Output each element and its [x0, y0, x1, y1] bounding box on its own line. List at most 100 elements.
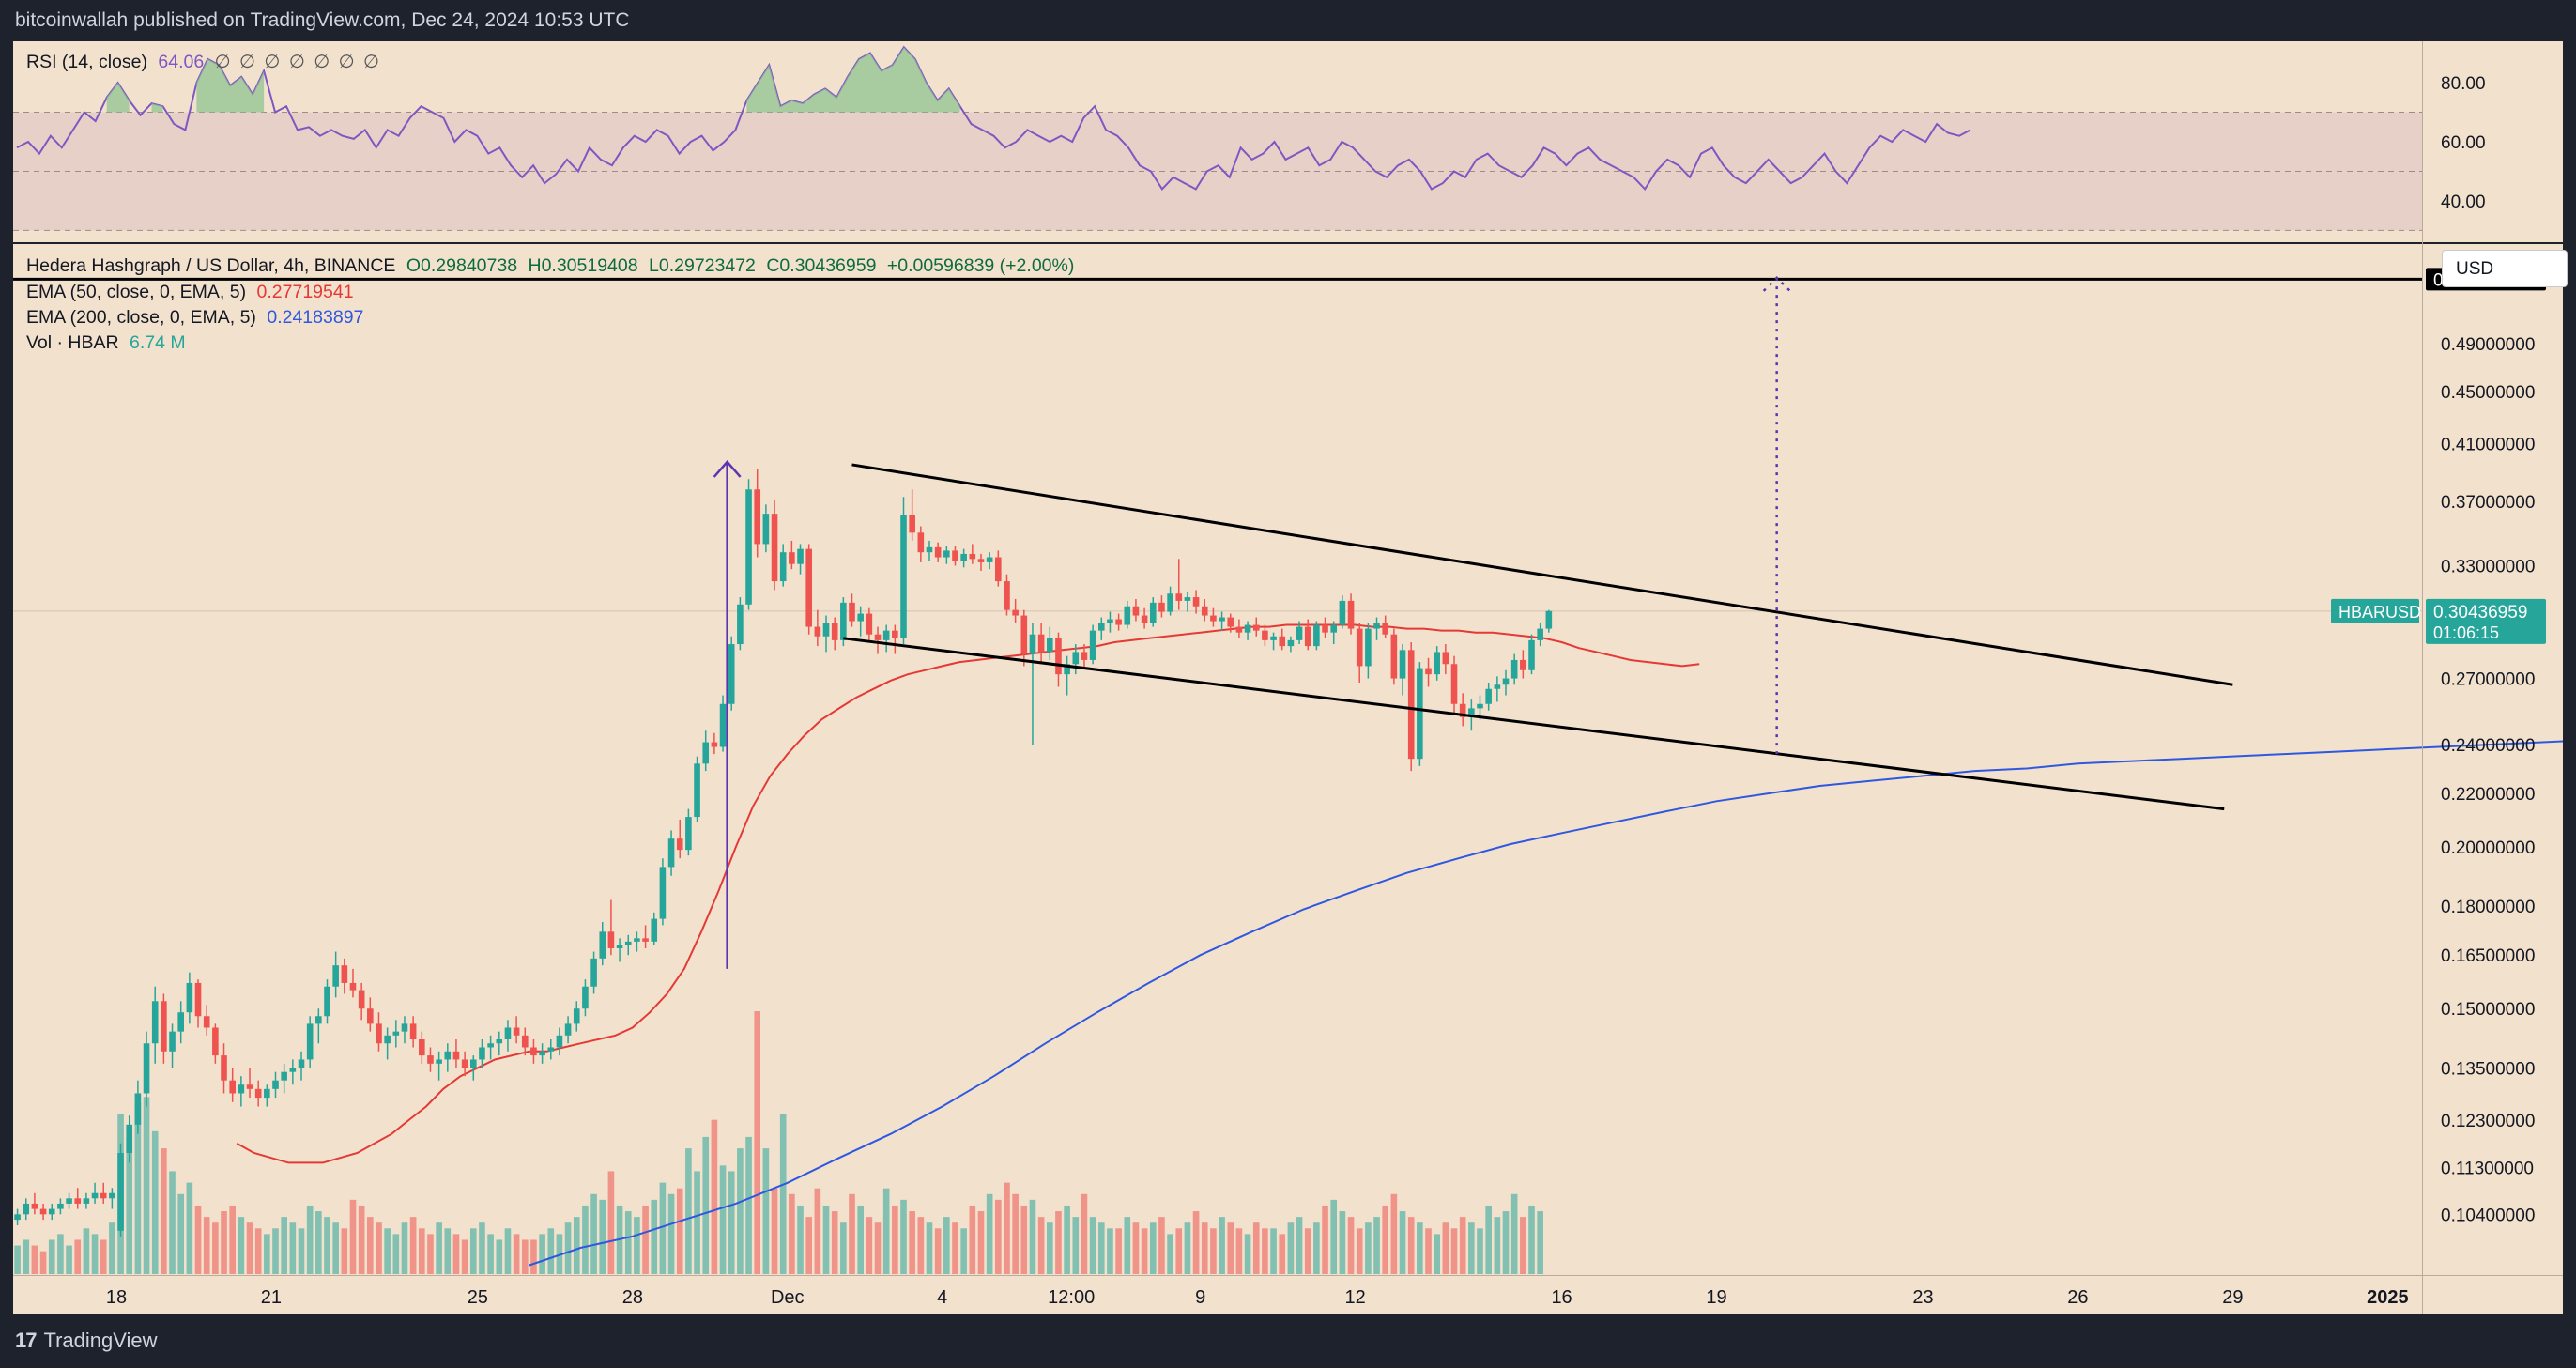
candle-body	[909, 515, 915, 533]
volume-bar	[814, 1188, 821, 1274]
candle-body	[530, 1047, 537, 1056]
candle-body	[1330, 624, 1338, 633]
axis-separator	[2422, 41, 2423, 1314]
volume-bar	[341, 1228, 348, 1274]
volume-bar	[143, 1097, 150, 1274]
candle-body	[831, 623, 838, 640]
price-axis[interactable]: 80.00 60.00 40.00 0.49000000 0.45000000 0.410…	[2331, 41, 2546, 1314]
currency-button[interactable]: USD	[2442, 250, 2568, 287]
symbol-legend[interactable]: Hedera Hashgraph / US Dollar, 4h, BINANC…	[26, 255, 1074, 277]
chart-frame[interactable]: 80.00 60.00 40.00 0.49000000 0.45000000 0.410…	[13, 41, 2568, 1314]
volume-bar	[1502, 1211, 1510, 1274]
volume-bar	[504, 1228, 512, 1274]
candle-body	[1279, 636, 1286, 647]
candle-body	[849, 602, 855, 622]
volume-bar	[186, 1182, 193, 1274]
ema200-legend[interactable]: EMA (200, close, 0, EMA, 5) 0.24183897	[26, 307, 363, 329]
volume-bar	[1287, 1222, 1295, 1274]
time-axis-separator	[13, 1275, 2563, 1276]
target-projection-arrowhead	[1762, 276, 1791, 292]
volume-bar	[100, 1239, 107, 1274]
volume-legend[interactable]: Vol · HBAR 6.74 M	[26, 332, 186, 354]
volume-bar	[564, 1222, 572, 1274]
candle-body	[1468, 708, 1475, 717]
ema200-value: 0.24183897	[267, 307, 364, 328]
volume-bar	[1399, 1211, 1406, 1274]
candle-body	[789, 552, 795, 564]
candle-body	[624, 941, 632, 945]
candle-body	[943, 550, 950, 558]
volume-bar	[1046, 1222, 1053, 1274]
candle-body	[376, 1023, 382, 1044]
candle-body	[866, 613, 873, 635]
candle-body	[1313, 624, 1320, 647]
volume-bar	[573, 1217, 580, 1274]
candle-body	[651, 918, 658, 942]
volume-bar	[479, 1222, 485, 1274]
volume-bar	[1339, 1211, 1346, 1274]
candle-body	[109, 1192, 115, 1199]
candle-body	[254, 1088, 262, 1099]
volume-bar	[1425, 1228, 1432, 1274]
candle-body	[1459, 703, 1466, 717]
ema200-line	[529, 740, 2563, 1267]
candle-body	[590, 958, 597, 987]
volume-bar	[1296, 1217, 1303, 1274]
volume-bar	[849, 1193, 855, 1274]
candle-body	[246, 1084, 253, 1089]
price-tick-label: 0.10400000	[2441, 1206, 2535, 1225]
channel-lower-line	[843, 637, 2225, 811]
volume-bar	[254, 1228, 262, 1274]
volume-bar	[1192, 1211, 1200, 1274]
volume-bar	[1029, 1199, 1036, 1274]
candle-body	[1192, 597, 1200, 607]
rsi-legend[interactable]: RSI (14, close) 64.06 ∅ ∅ ∅ ∅ ∅ ∅ ∅	[26, 51, 381, 73]
candle-body	[487, 1043, 494, 1048]
candle-body	[496, 1039, 503, 1044]
volume-bar	[83, 1228, 90, 1274]
candle-body	[126, 1124, 133, 1153]
volume-bar	[1313, 1222, 1320, 1274]
volume-bar	[306, 1205, 314, 1274]
candle-body	[1434, 652, 1440, 675]
volume-bar	[1270, 1228, 1277, 1274]
volume-bar	[685, 1148, 692, 1274]
volume-bar	[1037, 1217, 1045, 1274]
candle-body	[1244, 624, 1251, 633]
candle-body	[711, 742, 718, 747]
high-value: H0.30519408	[528, 255, 638, 276]
volume-bar	[1167, 1234, 1173, 1274]
chart-canvas[interactable]: 80.00 60.00 40.00 0.49000000 0.45000000 0.410…	[13, 41, 2563, 1314]
candle-body	[539, 1051, 545, 1056]
volume-bar	[324, 1217, 330, 1274]
pane-separator	[13, 242, 2563, 244]
candle-body	[1064, 664, 1070, 675]
candle-body	[1270, 636, 1277, 640]
logo-text: TradingView	[43, 1329, 158, 1352]
volume-bar	[212, 1222, 219, 1274]
candle-body	[1407, 650, 1415, 760]
candle-body	[1124, 606, 1131, 625]
tradingview-logo[interactable]: 17 TradingView	[15, 1329, 158, 1353]
candle-body	[1545, 610, 1553, 629]
volume-bar	[857, 1205, 864, 1274]
rsi-tick-label: 80.00	[2441, 74, 2486, 94]
volume-bar	[1322, 1205, 1328, 1274]
volume-bar	[358, 1205, 365, 1274]
volume-bar	[376, 1222, 382, 1274]
candle-body	[1365, 628, 1372, 667]
candle-body	[229, 1080, 236, 1094]
volume-bar	[1373, 1217, 1380, 1274]
candle-body	[547, 1047, 555, 1052]
candle-body	[1072, 652, 1080, 665]
volume-bar	[762, 1148, 770, 1274]
volume-bar	[436, 1222, 442, 1274]
volume-bar	[427, 1234, 434, 1274]
volume-bar	[229, 1205, 236, 1274]
time-axis[interactable]: 18 21 25 28 Dec 4 12:00 9 12 16 19 23 26 29 2025	[13, 1275, 2563, 1308]
volume-bar	[1149, 1222, 1157, 1274]
candle-body	[719, 703, 727, 747]
volume-bar	[1450, 1228, 1458, 1274]
volume-bar	[771, 1188, 778, 1274]
ema50-legend[interactable]: EMA (50, close, 0, EMA, 5) 0.27719541	[26, 282, 354, 303]
